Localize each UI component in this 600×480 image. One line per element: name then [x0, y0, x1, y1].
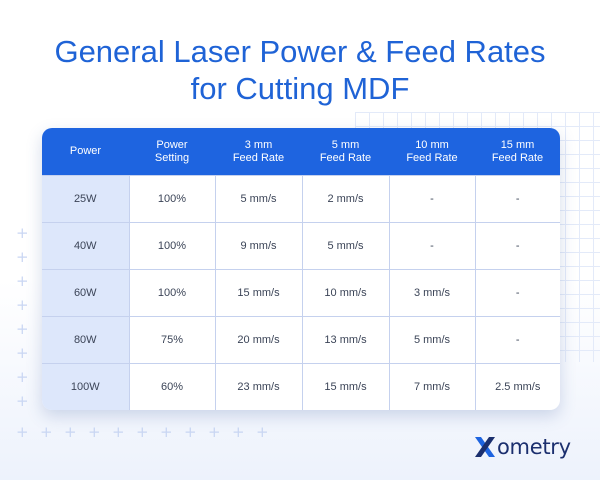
plus-icon: + [16, 344, 29, 362]
plus-icon: + [160, 423, 173, 441]
plus-icon: + [136, 423, 149, 441]
cell-15mm-rate: - [475, 269, 560, 317]
plus-icon: + [16, 248, 29, 266]
cell-10mm-rate: 3 mm/s [389, 269, 476, 317]
table-row: 60W 100% 15 mm/s 10 mm/s 3 mm/s - [42, 269, 560, 317]
cell-3mm-rate: 9 mm/s [215, 222, 303, 270]
table-row: 40W 100% 9 mm/s 5 mm/s - - [42, 222, 560, 270]
table-header-row: Power Power Setting 3 mm Feed Rate 5 mm … [42, 128, 560, 176]
plus-icon: + [184, 423, 197, 441]
cell-15mm-rate: 2.5 mm/s [475, 363, 560, 410]
plus-icon: + [16, 224, 29, 242]
header-10mm-feed-rate: 10 mm Feed Rate [389, 128, 475, 176]
cell-power: 80W [42, 316, 130, 364]
cell-power-setting: 100% [129, 175, 216, 223]
plus-icon: + [16, 368, 29, 386]
header-3mm-feed-rate: 3 mm Feed Rate [215, 128, 302, 176]
plus-icon: + [16, 392, 29, 410]
feed-rate-table: Power Power Setting 3 mm Feed Rate 5 mm … [42, 128, 560, 410]
plus-icon: + [16, 423, 29, 441]
cell-15mm-rate: - [475, 175, 560, 223]
plus-icon: + [16, 272, 29, 290]
plus-icon: + [16, 320, 29, 338]
plus-icon: + [40, 423, 53, 441]
logo-wordmark: ometry [497, 435, 571, 459]
cell-3mm-rate: 15 mm/s [215, 269, 303, 317]
cell-power: 100W [42, 363, 130, 410]
cell-power: 40W [42, 222, 130, 270]
cell-10mm-rate: 7 mm/s [389, 363, 476, 410]
plus-icon: + [208, 423, 221, 441]
cell-power: 60W [42, 269, 130, 317]
cell-5mm-rate: 5 mm/s [302, 222, 390, 270]
table-row: 80W 75% 20 mm/s 13 mm/s 5 mm/s - [42, 316, 560, 364]
cell-power-setting: 100% [129, 222, 216, 270]
plus-icon: + [256, 423, 269, 441]
table-row: 25W 100% 5 mm/s 2 mm/s - - [42, 175, 560, 223]
header-power: Power [42, 128, 129, 176]
cell-5mm-rate: 10 mm/s [302, 269, 390, 317]
cell-10mm-rate: 5 mm/s [389, 316, 476, 364]
cell-3mm-rate: 23 mm/s [215, 363, 303, 410]
cell-3mm-rate: 5 mm/s [215, 175, 303, 223]
plus-icon: + [88, 423, 101, 441]
plus-icon: + [232, 423, 245, 441]
cell-15mm-rate: - [475, 222, 560, 270]
table-row: 100W 60% 23 mm/s 15 mm/s 7 mm/s 2.5 mm/s [42, 363, 560, 410]
cell-10mm-rate: - [389, 222, 476, 270]
cell-10mm-rate: - [389, 175, 476, 223]
title-line-2: for Cutting MDF [190, 71, 410, 106]
xometry-x-mark-icon [475, 437, 495, 457]
cell-power-setting: 75% [129, 316, 216, 364]
cell-power-setting: 60% [129, 363, 216, 410]
plus-icon: + [16, 296, 29, 314]
cell-5mm-rate: 13 mm/s [302, 316, 390, 364]
cell-3mm-rate: 20 mm/s [215, 316, 303, 364]
header-15mm-feed-rate: 15 mm Feed Rate [475, 128, 560, 176]
header-5mm-feed-rate: 5 mm Feed Rate [302, 128, 389, 176]
cell-power: 25W [42, 175, 130, 223]
cell-power-setting: 100% [129, 269, 216, 317]
page-title: General Laser Power & Feed Rates for Cut… [0, 33, 600, 107]
plus-icon: + [112, 423, 125, 441]
title-line-1: General Laser Power & Feed Rates [54, 34, 546, 69]
header-power-setting: Power Setting [129, 128, 215, 176]
feed-rate-table-card: Power Power Setting 3 mm Feed Rate 5 mm … [42, 128, 560, 410]
xometry-logo: ometry [474, 432, 571, 462]
cell-15mm-rate: - [475, 316, 560, 364]
cell-5mm-rate: 2 mm/s [302, 175, 390, 223]
plus-icon: + [64, 423, 77, 441]
cell-5mm-rate: 15 mm/s [302, 363, 390, 410]
